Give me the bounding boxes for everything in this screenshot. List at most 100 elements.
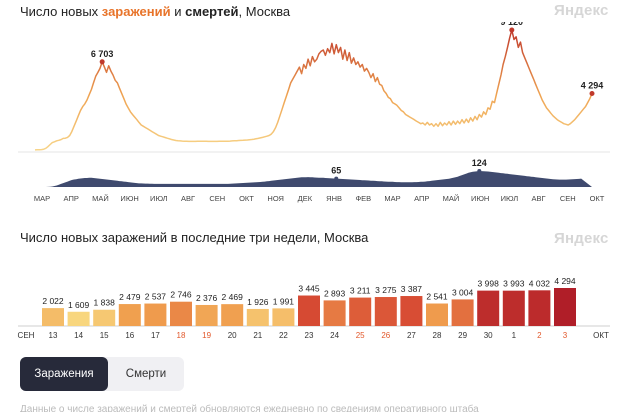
bar-day-tick: 17 xyxy=(151,331,160,340)
chart-title-bottom: Число новых заражений в последние три не… xyxy=(20,230,369,245)
trend-annotation-label: 65 xyxy=(331,166,341,176)
bar-value-label: 2 376 xyxy=(196,293,218,303)
cases-peak-marker xyxy=(509,27,515,33)
bar-day-tick: 14 xyxy=(74,331,83,340)
bar-value-label: 3 387 xyxy=(401,284,423,294)
bar-value-label: 3 004 xyxy=(452,287,474,297)
bar-day-tick: 2 xyxy=(537,331,542,340)
bar-value-label: 1 609 xyxy=(68,300,90,310)
trend-annotation-label: 124 xyxy=(472,158,487,168)
trend-x-tick: СЕН xyxy=(560,194,576,203)
yandex-logo-bottom: Яндекс xyxy=(554,230,609,247)
daily-cases-bar[interactable] xyxy=(67,311,90,326)
tab-deaths[interactable]: Смерти xyxy=(125,368,167,380)
trend-annotation-label: 6 703 xyxy=(91,49,114,59)
trend-x-tick: ИЮЛ xyxy=(150,194,168,203)
trend-annotation-label: 4 294 xyxy=(581,81,604,91)
bar-value-label: 1 838 xyxy=(94,298,116,308)
bar-day-tick: 21 xyxy=(253,331,262,340)
daily-cases-bar[interactable] xyxy=(93,309,116,326)
bar-day-tick: 23 xyxy=(305,331,314,340)
bar-value-label: 2 022 xyxy=(42,296,64,306)
bar-day-tick: 18 xyxy=(177,331,186,340)
trend-x-tick: АПР xyxy=(414,194,429,203)
daily-cases-bar[interactable] xyxy=(502,290,525,326)
daily-cases-bar[interactable] xyxy=(42,308,64,326)
bar-value-label: 3 993 xyxy=(503,279,525,289)
trend-x-tick: АВГ xyxy=(181,194,195,203)
daily-cases-bar[interactable] xyxy=(477,290,500,326)
trend-x-tick: МАР xyxy=(384,194,400,203)
daily-cases-bar[interactable] xyxy=(195,304,218,326)
bar-value-label: 2 541 xyxy=(426,292,448,302)
title-mid: и xyxy=(170,4,186,19)
daily-cases-bar[interactable] xyxy=(221,304,244,326)
bar-value-label: 3 445 xyxy=(298,284,320,294)
bar-value-label: 3 211 xyxy=(350,286,371,296)
deaths-peak-marker xyxy=(477,169,482,173)
bar-day-tick: 13 xyxy=(49,331,58,340)
bar-day-tick: 24 xyxy=(330,331,339,340)
tab-switcher: Заражения Смерти xyxy=(20,357,184,391)
daily-cases-bar[interactable] xyxy=(554,288,576,326)
bar-value-label: 2 537 xyxy=(145,292,167,302)
title-suffix: , Москва xyxy=(238,4,291,19)
tab-cases[interactable]: Заражения xyxy=(20,357,108,391)
trend-x-tick: ИЮН xyxy=(471,194,489,203)
trend-annotation-label: 9 120 xyxy=(501,22,524,27)
deaths-peak-marker xyxy=(334,176,339,181)
daily-cases-bar[interactable] xyxy=(451,299,474,326)
trend-x-tick: АПР xyxy=(64,194,79,203)
daily-cases-bar[interactable] xyxy=(374,297,397,326)
bar-day-tick: 16 xyxy=(125,331,134,340)
yandex-logo-top: Яндекс xyxy=(554,2,609,19)
bar-day-tick: 26 xyxy=(381,331,390,340)
bar-value-label: 4 032 xyxy=(529,278,551,288)
bar-day-tick: 1 xyxy=(512,331,517,340)
trend-chart: 6 703 9 120 4 294 124 65 МАР АПР МАЙ ИЮН ИЮЛ АВГ СЕ… xyxy=(18,22,610,203)
trend-x-tick: ЯНВ xyxy=(326,194,342,203)
bar-value-label: 3 275 xyxy=(375,285,397,295)
trend-x-tick: ОКТ xyxy=(590,194,605,203)
trend-x-tick: ФЕВ xyxy=(355,194,371,203)
bar-day-tick: 27 xyxy=(407,331,416,340)
daily-cases-bar[interactable] xyxy=(400,296,423,326)
bar-value-label: 1 991 xyxy=(273,296,295,306)
bar-value-label: 1 926 xyxy=(247,297,269,307)
title-prefix: Число новых xyxy=(20,4,102,19)
title-deaths: смертей xyxy=(185,4,239,19)
bar-day-tick: 25 xyxy=(356,331,365,340)
bar-month-end-label: ОКТ xyxy=(593,331,609,340)
daily-cases-bar[interactable] xyxy=(349,297,372,326)
chart-title-top: Число новых заражений и смертей, Москва xyxy=(20,4,290,19)
bar-day-tick: 3 xyxy=(563,331,568,340)
bar-day-tick: 28 xyxy=(433,331,442,340)
daily-cases-bar[interactable] xyxy=(323,300,346,326)
bar-value-label: 3 998 xyxy=(478,279,500,289)
daily-cases-bar[interactable] xyxy=(246,308,269,326)
bar-day-tick: 19 xyxy=(202,331,211,340)
bar-value-label: 2 469 xyxy=(222,292,244,302)
bar-day-tick: 22 xyxy=(279,331,288,340)
bar-day-tick: 30 xyxy=(484,331,493,340)
bar-value-label: 2 746 xyxy=(170,290,192,300)
title-cases: заражений xyxy=(101,4,171,19)
bar-day-tick: 15 xyxy=(100,331,109,340)
trend-x-tick: АВГ xyxy=(532,194,546,203)
cases-series-line xyxy=(34,29,593,151)
trend-x-tick: ИЮЛ xyxy=(501,194,519,203)
trend-x-tick: МАР xyxy=(34,194,50,203)
daily-cases-bar[interactable] xyxy=(426,303,448,326)
daily-cases-bar[interactable] xyxy=(298,295,320,326)
daily-cases-bar[interactable] xyxy=(118,304,141,326)
bar-month-start-label: СЕН xyxy=(18,331,35,340)
daily-cases-bar[interactable] xyxy=(170,301,192,326)
daily-cases-bar[interactable] xyxy=(528,290,551,326)
footer-note: Данные о числе заражений и смертей обнов… xyxy=(20,404,479,412)
trend-x-tick: ОКТ xyxy=(239,194,254,203)
daily-cases-bar[interactable] xyxy=(272,308,295,326)
daily-cases-bar[interactable] xyxy=(144,303,167,326)
bar-value-label: 2 479 xyxy=(119,292,141,302)
cases-peak-marker xyxy=(99,59,105,65)
